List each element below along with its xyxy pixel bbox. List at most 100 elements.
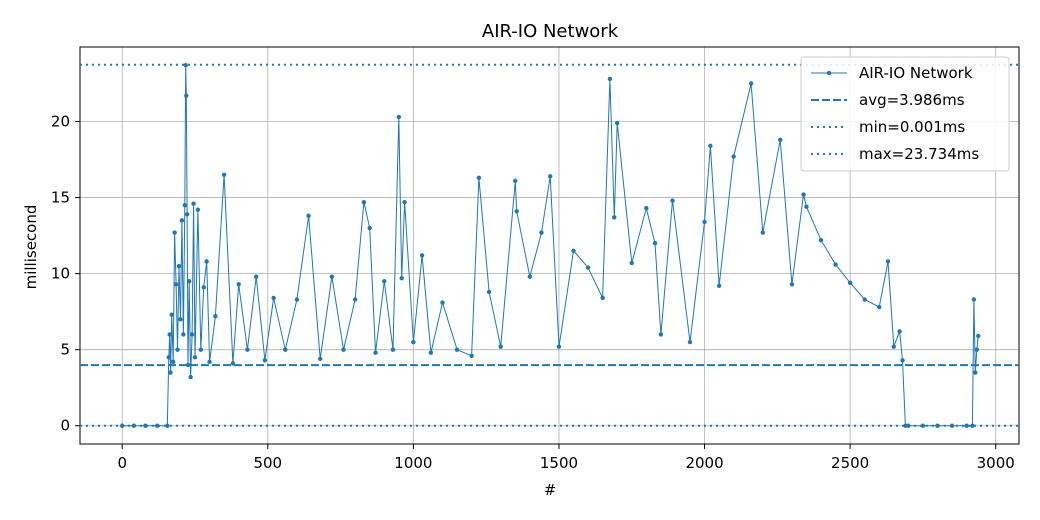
data-point bbox=[245, 347, 250, 352]
data-point bbox=[585, 265, 591, 270]
data-point bbox=[178, 317, 183, 322]
data-point bbox=[143, 423, 148, 428]
x-tick-label: 2500 bbox=[831, 454, 869, 472]
y-tick-label: 20 bbox=[51, 113, 70, 131]
y-tick-label: 5 bbox=[60, 341, 70, 359]
data-point bbox=[973, 370, 978, 375]
data-point bbox=[176, 263, 182, 269]
y-tick-label: 10 bbox=[51, 265, 70, 283]
data-point bbox=[184, 93, 189, 98]
data-point bbox=[419, 253, 425, 258]
data-point bbox=[221, 172, 227, 177]
legend-label: AIR-IO Network bbox=[859, 64, 973, 82]
data-point bbox=[236, 282, 241, 287]
data-point bbox=[428, 350, 434, 355]
x-tick-label: 3000 bbox=[977, 454, 1015, 472]
legend-label: avg=3.986ms bbox=[859, 91, 965, 109]
data-point bbox=[306, 213, 311, 219]
data-point bbox=[396, 114, 402, 120]
legend-box bbox=[800, 56, 1010, 172]
data-point bbox=[891, 344, 896, 349]
data-point bbox=[183, 63, 188, 68]
data-point bbox=[900, 358, 905, 363]
data-point bbox=[411, 339, 416, 345]
data-point bbox=[970, 423, 975, 428]
data-point bbox=[476, 175, 482, 181]
data-point bbox=[658, 332, 664, 337]
data-point bbox=[801, 192, 806, 197]
data-point bbox=[935, 423, 940, 428]
data-point bbox=[748, 81, 754, 86]
legend-marker bbox=[826, 70, 832, 76]
chart-title: AIR-IO Network bbox=[482, 21, 619, 42]
data-point bbox=[885, 259, 891, 264]
data-point bbox=[897, 329, 902, 334]
x-tick-label: 2000 bbox=[685, 454, 723, 472]
data-point bbox=[600, 295, 605, 301]
data-point bbox=[789, 282, 795, 287]
data-point bbox=[382, 279, 387, 284]
data-point bbox=[571, 248, 576, 254]
data-point bbox=[181, 332, 186, 337]
y-axis-label: millisecond bbox=[22, 205, 40, 290]
x-axis-label: # bbox=[544, 481, 557, 499]
data-point bbox=[539, 230, 544, 235]
data-point bbox=[527, 274, 533, 279]
data-point bbox=[195, 207, 201, 212]
data-point bbox=[778, 137, 783, 142]
data-point bbox=[361, 199, 367, 205]
data-point bbox=[198, 347, 204, 352]
data-point bbox=[341, 347, 346, 352]
data-point bbox=[184, 212, 190, 217]
data-point bbox=[612, 215, 617, 220]
legend-label: max=23.734ms bbox=[859, 145, 979, 163]
x-tick-label: 1000 bbox=[394, 454, 432, 472]
data-point bbox=[318, 356, 323, 362]
data-point bbox=[294, 297, 300, 302]
data-point bbox=[201, 285, 206, 290]
data-point bbox=[182, 202, 188, 208]
data-point bbox=[402, 199, 407, 205]
data-point bbox=[514, 209, 519, 214]
data-point bbox=[283, 347, 288, 352]
data-point bbox=[440, 300, 445, 305]
data-point bbox=[166, 355, 172, 360]
data-point bbox=[833, 262, 838, 267]
data-point bbox=[862, 297, 867, 302]
data-point bbox=[175, 347, 180, 352]
data-point bbox=[204, 259, 209, 264]
data-point bbox=[213, 314, 218, 319]
data-point bbox=[120, 423, 125, 428]
data-point bbox=[760, 230, 765, 235]
data-point bbox=[486, 289, 492, 295]
data-point bbox=[920, 423, 926, 428]
data-point bbox=[670, 198, 675, 203]
x-tick-label: 500 bbox=[253, 454, 282, 472]
x-tick-label: 1500 bbox=[540, 454, 578, 472]
data-point bbox=[818, 237, 824, 243]
data-point bbox=[629, 260, 634, 266]
data-point bbox=[716, 283, 722, 289]
data-point bbox=[847, 280, 853, 285]
plot-frame bbox=[79, 46, 1020, 445]
data-point bbox=[165, 423, 170, 428]
data-point bbox=[614, 120, 620, 126]
data-point bbox=[373, 350, 378, 355]
data-point bbox=[262, 358, 268, 363]
data-point bbox=[607, 76, 613, 82]
data-point bbox=[189, 332, 195, 337]
data-point bbox=[949, 423, 955, 428]
data-point bbox=[971, 297, 977, 302]
data-point bbox=[172, 230, 177, 235]
data-point bbox=[469, 353, 474, 358]
data-point bbox=[186, 279, 192, 284]
data-point bbox=[173, 282, 179, 287]
data-point bbox=[556, 344, 562, 349]
data-point bbox=[731, 154, 736, 159]
data-point bbox=[191, 201, 196, 206]
data-point bbox=[964, 423, 969, 428]
data-point bbox=[169, 312, 174, 317]
data-point bbox=[906, 423, 911, 428]
